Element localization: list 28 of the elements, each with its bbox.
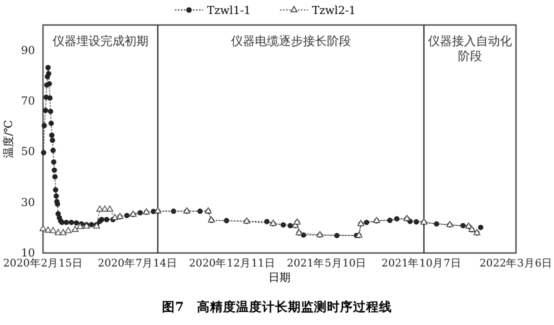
point (96, 206, 104, 212)
x-tick-label: 2020年12月11日 (188, 257, 276, 270)
annotation: 仪器接入自动化阶段 (428, 34, 512, 63)
y-tick-label: 90 (21, 44, 35, 57)
point (111, 214, 118, 220)
x-tick-label: 2021年10月7日 (382, 257, 462, 270)
point (44, 226, 52, 233)
point (64, 227, 72, 234)
y-tick-label: 50 (21, 145, 35, 158)
point (72, 226, 79, 232)
x-tick-label: 2021年5月10日 (286, 257, 367, 270)
y-tick-label: 30 (21, 196, 35, 209)
legend-label: Tzwl1-1 (207, 4, 251, 17)
text: 图7 高精度温度计长期监测时序过程线 (162, 299, 392, 314)
legend-label: Tzwl2-1 (312, 4, 356, 17)
point (76, 222, 84, 230)
annotation: 仪器埋设完成初期 (52, 34, 148, 48)
x-tick-label: 2020年2月15日 (3, 257, 83, 270)
x-axis-title: 日期 (268, 271, 290, 284)
x-tick-label: 2020年7月14日 (98, 257, 178, 270)
point (106, 206, 114, 212)
x-tick-label: 2022年3月6日 (479, 257, 553, 270)
y-tick-label: 70 (21, 94, 35, 108)
point (101, 206, 108, 212)
point (50, 227, 57, 234)
annotation: 仪器电缆逐步接长阶段 (230, 34, 351, 48)
y-axis-title: 温度/℃ (2, 120, 15, 158)
point (60, 229, 67, 236)
